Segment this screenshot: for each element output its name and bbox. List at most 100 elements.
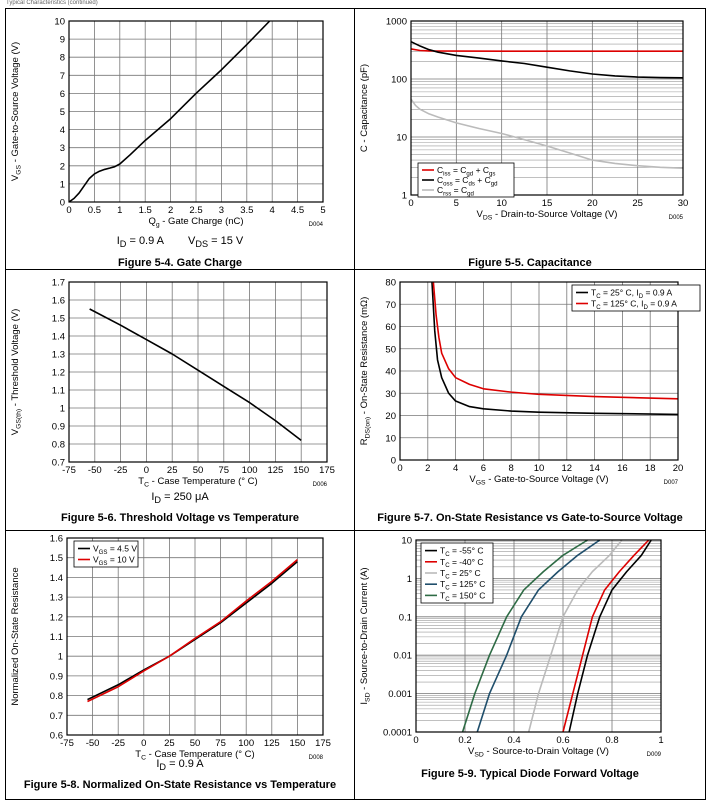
text-span: gd xyxy=(466,170,473,177)
capacitance-x-tick-label: 10 xyxy=(496,198,507,209)
on-state-resistance-x-tick-label: 6 xyxy=(481,463,486,474)
normalized-resistance-x-tick-label: 25 xyxy=(164,738,175,749)
normalized-resistance-y-tick-label: 1.2 xyxy=(50,612,63,623)
threshold-voltage-y-tick-label: 1.7 xyxy=(52,278,65,289)
on-state-resistance-x-tick-label: 12 xyxy=(562,463,573,474)
diode-forward-voltage-x-tick-label: 1 xyxy=(658,735,663,746)
gate-charge-y-tick-label: 10 xyxy=(54,17,65,28)
on-state-resistance-legend: TC = 25° C, ID = 0.9 ATC = 125° C, ID = … xyxy=(571,284,701,312)
gate-charge-x-tick-label: 4.5 xyxy=(291,205,304,216)
capacitance-y-tick-label: 10 xyxy=(396,133,407,144)
on-state-resistance-y-tick-label: 50 xyxy=(385,344,396,355)
text-span: = C xyxy=(451,165,467,175)
on-state-resistance-x-tick-label: 0 xyxy=(397,463,402,474)
text-span: = 0.9 A xyxy=(648,299,677,309)
gate-charge-x-tick-label: 0.5 xyxy=(88,205,101,216)
on-state-resistance-chart: 0 2 4 6 8 10 12 14 16 18 20 0 10 20 30 40 50 60 70 80 VGS - … xyxy=(359,278,701,487)
text-span: gd xyxy=(467,190,474,197)
diode-forward-voltage-x-tick-label: 0.4 xyxy=(507,735,520,746)
text-span: V xyxy=(10,174,21,181)
text-span: rss xyxy=(443,190,451,197)
gate-charge-y-tick-label: 5 xyxy=(60,107,65,118)
text-span: = 125° C, I xyxy=(601,299,644,309)
on-state-resistance-x-axis-label: VGS - Gate-to-Source Voltage (V) xyxy=(469,474,608,487)
text-span: C xyxy=(445,551,450,558)
text-span: SD xyxy=(474,752,484,759)
diode-forward-voltage-legend-label: TC = 150° C xyxy=(440,590,485,602)
text-span: - On-State Resistance (mΩ) xyxy=(359,297,370,417)
figure-capacitance: 0 5 10 15 20 25 30 1 10 100 1000 VDS - Drain-to-Sou… xyxy=(354,8,706,270)
normalized-resistance-legend-label: VGS = 10 V xyxy=(93,555,135,567)
capacitance-series-1-line xyxy=(410,40,684,79)
diode-forward-voltage-figure-code: D009 xyxy=(647,752,662,758)
threshold-voltage-series-0-line xyxy=(89,308,302,442)
text-span: T xyxy=(138,476,144,487)
on-state-resistance-x-tick-label: 16 xyxy=(617,463,628,474)
diode-forward-voltage-legend-label: TC = 25° C xyxy=(440,568,481,580)
text-span: g xyxy=(156,222,160,229)
gate-charge-condition-item: ID = 0.9 A xyxy=(116,235,165,250)
threshold-voltage-x-tick-label: 175 xyxy=(319,465,335,476)
gate-charge-x-tick-label: 3.5 xyxy=(240,205,253,216)
on-state-resistance-y-tick-label: 10 xyxy=(385,433,396,444)
capacitance-x-tick-label: 15 xyxy=(542,198,553,209)
text-span: C xyxy=(437,165,443,175)
text-span: D xyxy=(639,293,644,300)
capacitance-series-0-line xyxy=(410,48,683,52)
diode-forward-voltage-x-tick-label: 0.6 xyxy=(556,735,569,746)
normalized-resistance-y-tick-label: 1.6 xyxy=(50,534,63,545)
figure-normalized-resistance: -75 -50 -25 0 25 50 75 100 125 150 175 0.6 0.7 0.8 0.9… xyxy=(5,530,355,800)
threshold-voltage-condition-item: ID = 250 μA xyxy=(151,491,209,506)
normalized-resistance-conditions: ID = 0.9 A xyxy=(6,758,354,772)
text-span: ds xyxy=(468,180,474,187)
normalized-resistance-y-tick-label: 1.1 xyxy=(50,632,63,643)
threshold-voltage-x-axis-label: TC - Case Temperature (° C) xyxy=(138,476,257,489)
text-span: V xyxy=(93,555,99,565)
text-span: - Gate-to-Source Voltage (V) xyxy=(10,42,21,165)
capacitance-x-tick-label: 0 xyxy=(408,198,413,209)
on-state-resistance-x-tick-label: 4 xyxy=(453,463,458,474)
gate-charge-caption: Figure 5-4. Gate Charge xyxy=(117,257,243,269)
text-span: V xyxy=(10,428,21,435)
text-span: SD xyxy=(365,692,372,702)
gate-charge-chart: 0 0.5 1 1.5 2 2.5 3 3.5 4 4.5 5 0 1 2 3 4 5 6 7 8 9 10 Qg - Ga… xyxy=(10,17,326,229)
gate-charge-x-tick-label: 1 xyxy=(117,205,122,216)
text-span: = 125° C xyxy=(450,579,486,589)
normalized-resistance-figure-code: D008 xyxy=(309,755,324,761)
text-span: T xyxy=(440,579,445,589)
text-span: GS(th) xyxy=(16,409,23,429)
gate-charge-x-tick-label: 1.5 xyxy=(139,205,152,216)
text-span: C xyxy=(437,175,443,185)
normalized-resistance-series-1-line xyxy=(87,559,298,703)
diode-forward-voltage-legend-label: TC = 125° C xyxy=(440,579,485,591)
gate-charge-figure-code: D004 xyxy=(309,222,324,228)
text-span: T xyxy=(440,557,445,567)
normalized-resistance-caption: Figure 5-8. Normalized On-State Resistan… xyxy=(23,779,337,791)
text-span: T xyxy=(440,546,445,556)
gate-charge-grid xyxy=(68,20,324,203)
gate-charge-y-tick-label: 9 xyxy=(60,35,65,46)
on-state-resistance-y-tick-label: 60 xyxy=(385,322,396,333)
threshold-voltage-grid xyxy=(68,281,328,463)
on-state-resistance-series-1-line xyxy=(432,281,679,400)
threshold-voltage-y-tick-label: 1.4 xyxy=(52,332,65,343)
text-span: - Source-to-Drain Voltage (V) xyxy=(484,746,609,757)
capacitance-chart: 0 5 10 15 20 25 30 1 10 100 1000 VDS - Drain-to-Sou… xyxy=(359,17,688,222)
text-span: Normalized On-State Resistance xyxy=(10,567,21,705)
threshold-voltage-plot-frame xyxy=(68,281,328,463)
text-span: T xyxy=(591,299,596,309)
text-span: - Drain-to-Source Voltage (V) xyxy=(492,209,617,220)
text-span: = 25° C xyxy=(450,568,481,578)
threshold-voltage-y-tick-label: 1.5 xyxy=(52,314,65,325)
on-state-resistance-x-tick-label: 20 xyxy=(673,463,684,474)
normalized-resistance-x-tick-label: 0 xyxy=(141,738,146,749)
text-span: = -55° C xyxy=(450,546,484,556)
gate-charge-y-tick-label: 6 xyxy=(60,89,65,100)
threshold-voltage-x-tick-label: -75 xyxy=(62,465,76,476)
gate-charge-y-tick-label: 1 xyxy=(60,179,65,190)
gate-charge-conditions: ID = 0.9 A VDS = 15 V xyxy=(6,235,354,249)
normalized-resistance-legend-label: VGS = 4.5 V xyxy=(93,544,137,556)
diode-forward-voltage-series-3-line xyxy=(476,539,601,733)
